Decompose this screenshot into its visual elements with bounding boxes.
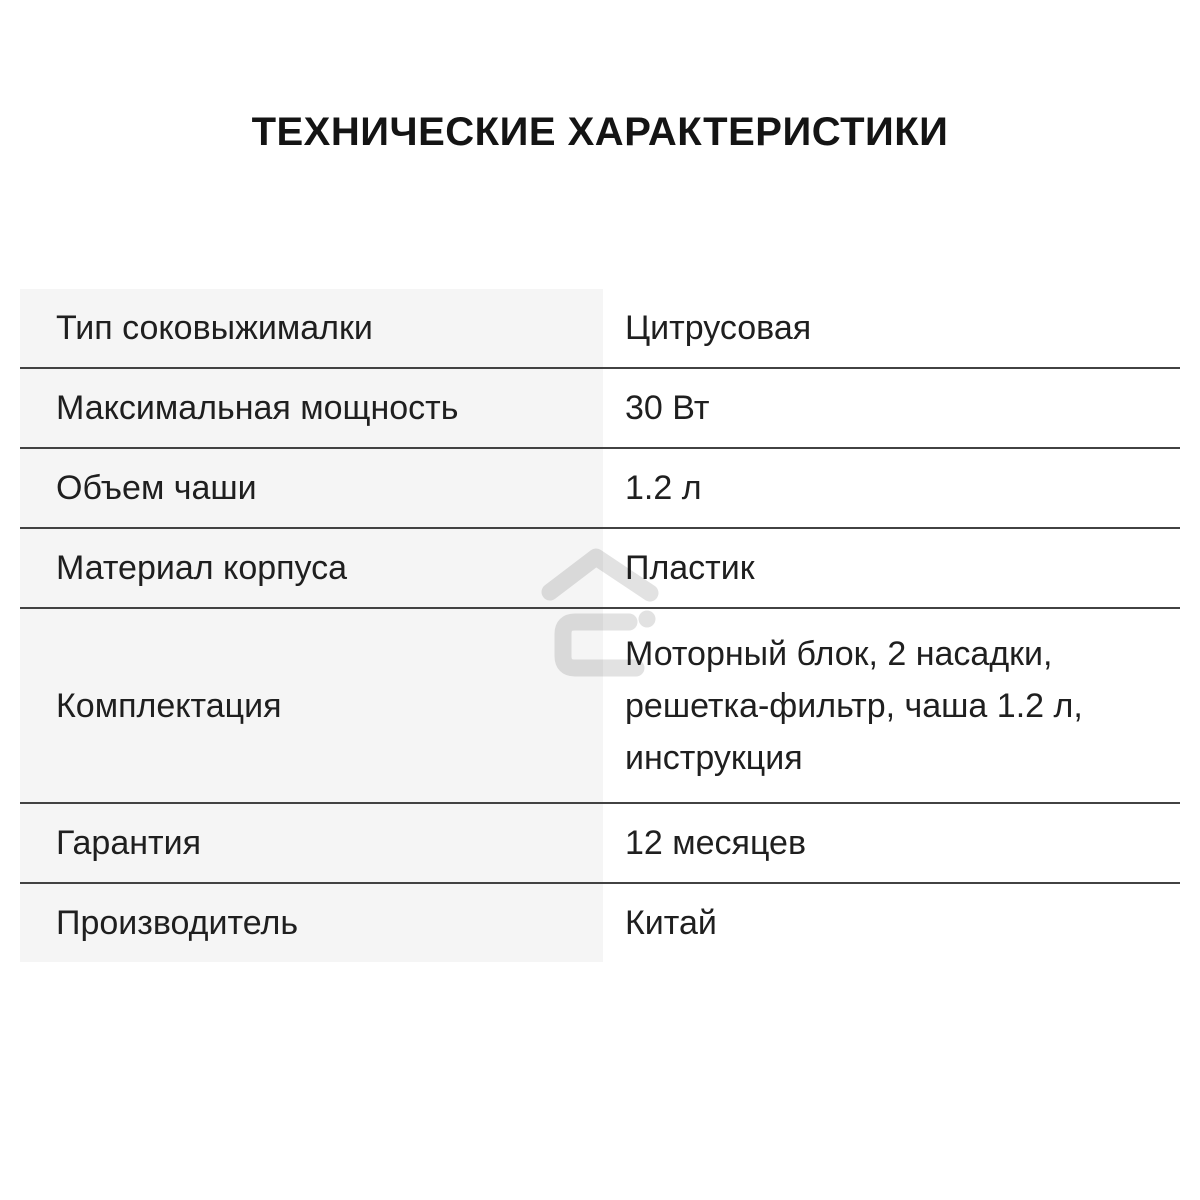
spec-row-body-material: Материал корпуса Пластик bbox=[20, 527, 1180, 607]
spec-label: Комплектация bbox=[20, 609, 603, 802]
spec-label: Объем чаши bbox=[20, 449, 603, 527]
spec-row-package-contents: Комплектация Моторный блок, 2 насадки, р… bbox=[20, 607, 1180, 802]
spec-label: Производитель bbox=[20, 884, 603, 962]
spec-value: Китай bbox=[603, 884, 1180, 962]
spec-table: Тип соковыжималки Цитрусовая Максимальна… bbox=[20, 289, 1180, 962]
page-title: ТЕХНИЧЕСКИЕ ХАРАКТЕРИСТИКИ bbox=[251, 110, 949, 154]
spec-row-bowl-volume: Объем чаши 1.2 л bbox=[20, 447, 1180, 527]
spec-label: Материал корпуса bbox=[20, 529, 603, 607]
spec-value: 12 месяцев bbox=[603, 804, 1180, 882]
spec-value: Моторный блок, 2 насадки, решетка-фильтр… bbox=[603, 609, 1180, 802]
spec-label: Максимальная мощность bbox=[20, 369, 603, 447]
spec-row-warranty: Гарантия 12 месяцев bbox=[20, 802, 1180, 882]
spec-value: Цитрусовая bbox=[603, 289, 1180, 367]
spec-value: Пластик bbox=[603, 529, 1180, 607]
spec-label: Тип соковыжималки bbox=[20, 289, 603, 367]
spec-row-power: Максимальная мощность 30 Вт bbox=[20, 367, 1180, 447]
spec-value: 30 Вт bbox=[603, 369, 1180, 447]
spec-label: Гарантия bbox=[20, 804, 603, 882]
spec-row-manufacturer: Производитель Китай bbox=[20, 882, 1180, 962]
spec-row-type: Тип соковыжималки Цитрусовая bbox=[20, 289, 1180, 367]
spec-value: 1.2 л bbox=[603, 449, 1180, 527]
